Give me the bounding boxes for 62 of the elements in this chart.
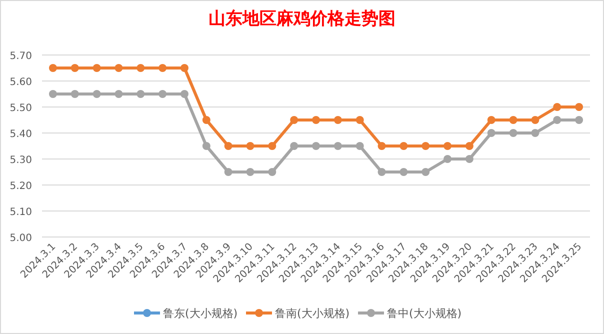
point (114, 90, 123, 98)
point (246, 168, 254, 176)
point (136, 64, 145, 72)
point (553, 103, 562, 111)
point (400, 168, 408, 176)
y-tick-label: 5.30 (10, 155, 32, 166)
y-tick-label: 5.50 (10, 103, 32, 114)
point (114, 64, 123, 72)
point (509, 129, 518, 137)
point (158, 90, 167, 98)
y-tick-label: 5.40 (10, 129, 32, 140)
point (268, 142, 276, 150)
point (246, 142, 254, 150)
point (575, 103, 584, 111)
legend-label: 鲁东(大小规格) (163, 307, 238, 320)
point (180, 90, 188, 98)
point (422, 168, 430, 176)
point (487, 129, 496, 137)
y-tick-label: 5.00 (10, 233, 32, 244)
point (290, 116, 298, 124)
point (202, 142, 210, 150)
point (268, 168, 276, 176)
point (136, 90, 145, 98)
point (224, 168, 232, 176)
point (487, 116, 496, 124)
point (92, 64, 101, 72)
point (334, 142, 342, 150)
point (48, 64, 57, 72)
point (531, 116, 540, 124)
point (378, 168, 386, 176)
legend-label: 鲁中(大小规格) (387, 307, 462, 320)
y-tick-label: 5.60 (10, 77, 32, 88)
point (356, 142, 364, 150)
point (224, 142, 232, 150)
point (444, 142, 452, 150)
point (444, 155, 452, 163)
y-tick-label: 5.20 (10, 181, 32, 192)
point (378, 142, 386, 150)
y-tick-label: 5.70 (10, 51, 32, 62)
point (158, 64, 167, 72)
point (48, 90, 57, 98)
point (531, 129, 540, 137)
point (312, 142, 320, 150)
point (553, 116, 562, 124)
point (70, 90, 79, 98)
point (202, 116, 210, 124)
point (422, 142, 430, 150)
point (509, 116, 518, 124)
point (312, 116, 320, 124)
point (70, 64, 79, 72)
point (465, 155, 474, 163)
point (400, 142, 408, 150)
point (356, 116, 364, 124)
point (180, 64, 188, 72)
chart-title: 山东地区麻鸡价格走势图 (208, 9, 396, 28)
point (465, 142, 474, 150)
point (290, 142, 298, 150)
point (575, 116, 584, 124)
legend-label: 鲁南(大小规格) (275, 307, 350, 320)
y-tick-label: 5.10 (10, 207, 32, 218)
point (334, 116, 342, 124)
point (92, 90, 101, 98)
